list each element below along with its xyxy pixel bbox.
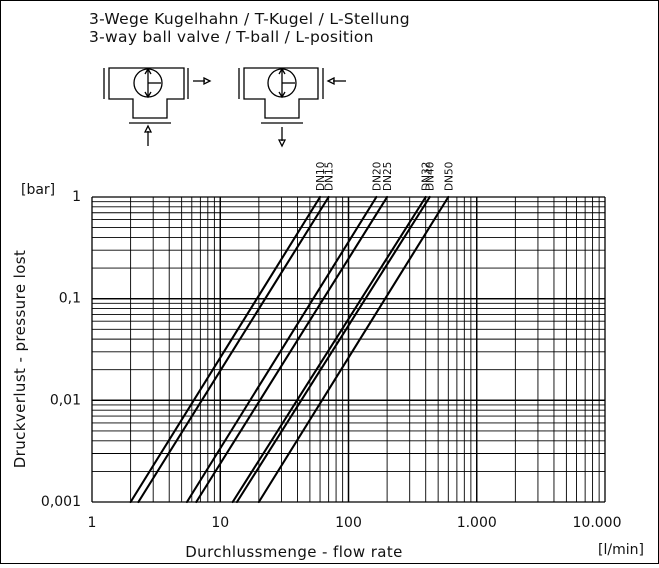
series-line-dn20 — [185, 195, 378, 504]
y-unit-label: [bar] — [21, 182, 55, 198]
x-tick-label: 10.000 — [573, 515, 622, 531]
series-label-dn25: DN25 — [382, 162, 394, 191]
x-tick-label: 10 — [211, 515, 229, 531]
x-tick-label: 1 — [88, 515, 97, 531]
title-german: 3-Wege Kugelhahn / T-Kugel / L-Stellung — [89, 10, 410, 28]
series-line-dn40 — [235, 195, 431, 504]
series-label-dn40: DN40 — [425, 162, 437, 191]
x-axis-title: Durchlussmenge - flow rate — [185, 543, 403, 561]
series-label-dn15: DN15 — [324, 162, 336, 191]
y-tick-label: 1 — [72, 189, 81, 205]
y-tick-label: 0,1 — [59, 291, 81, 307]
series-label-dn50: DN50 — [443, 162, 455, 191]
y-tick-label: 0,001 — [41, 494, 81, 510]
series-line-dn10 — [129, 195, 322, 504]
y-tick-label: 0,01 — [50, 392, 81, 408]
x-unit-label: [l/min] — [598, 542, 644, 558]
series-line-dn50 — [257, 195, 450, 504]
y-axis-title: Druckverlust - pressure lost — [11, 250, 29, 469]
x-tick-label: 100 — [335, 515, 362, 531]
title-english: 3-way ball valve / T-ball / L-position — [89, 28, 374, 46]
series-line-dn15 — [137, 195, 330, 504]
series-line-dn25 — [195, 195, 389, 504]
valve-symbol-right — [238, 67, 346, 148]
axis-ticks: 1 10 100 1.000 10.000 0,001 0,01 0,1 1 — [41, 189, 622, 531]
x-tick-label: 1.000 — [457, 515, 497, 531]
series-label-dn20: DN20 — [371, 162, 383, 191]
series-lines — [129, 195, 450, 504]
series-label-dn32: DN32 — [421, 162, 433, 191]
valve-symbol-left — [103, 67, 212, 146]
series-line-dn32 — [231, 195, 427, 504]
series-label-dn10: DN10 — [315, 162, 327, 191]
plot-grid — [91, 196, 606, 503]
